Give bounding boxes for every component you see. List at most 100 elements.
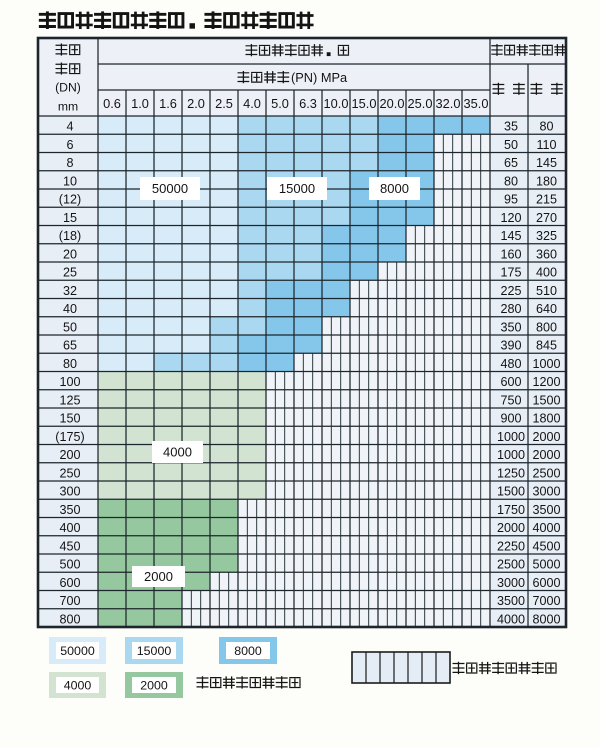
svg-text:175: 175 bbox=[500, 266, 521, 280]
svg-text:4.0: 4.0 bbox=[243, 96, 261, 111]
svg-text:7000: 7000 bbox=[532, 594, 560, 608]
svg-text:300: 300 bbox=[59, 485, 80, 499]
svg-text:50000: 50000 bbox=[152, 181, 188, 196]
svg-text:1200: 1200 bbox=[532, 375, 560, 389]
svg-text:32: 32 bbox=[63, 284, 77, 298]
svg-text:40: 40 bbox=[63, 302, 77, 316]
svg-text:200: 200 bbox=[59, 448, 80, 462]
svg-text:1000: 1000 bbox=[497, 448, 525, 462]
svg-text:1000: 1000 bbox=[532, 357, 560, 371]
svg-text:750: 750 bbox=[500, 393, 521, 407]
svg-text:180: 180 bbox=[536, 174, 557, 188]
svg-text:4: 4 bbox=[66, 120, 73, 134]
svg-text:800: 800 bbox=[59, 612, 80, 626]
svg-text:480: 480 bbox=[500, 357, 521, 371]
svg-text:2.5: 2.5 bbox=[215, 96, 233, 111]
svg-text:50: 50 bbox=[504, 138, 518, 152]
svg-text:3500: 3500 bbox=[497, 594, 525, 608]
svg-text:(175): (175) bbox=[55, 430, 84, 444]
svg-text:100: 100 bbox=[59, 375, 80, 389]
svg-text:5000: 5000 bbox=[532, 558, 560, 572]
svg-text:325: 325 bbox=[536, 229, 557, 243]
svg-text:2000: 2000 bbox=[144, 569, 173, 584]
svg-text:2500: 2500 bbox=[532, 466, 560, 480]
svg-text:270: 270 bbox=[536, 211, 557, 225]
svg-text:2000: 2000 bbox=[497, 521, 525, 535]
svg-text:350: 350 bbox=[500, 320, 521, 334]
svg-text:10: 10 bbox=[63, 174, 77, 188]
svg-text:3000: 3000 bbox=[532, 485, 560, 499]
svg-text:2000: 2000 bbox=[532, 448, 560, 462]
svg-text:215: 215 bbox=[536, 193, 557, 207]
svg-text:800: 800 bbox=[536, 320, 557, 334]
svg-text:8000: 8000 bbox=[380, 181, 409, 196]
svg-text:600: 600 bbox=[59, 576, 80, 590]
svg-text:(18): (18) bbox=[59, 229, 81, 243]
svg-text:600: 600 bbox=[500, 375, 521, 389]
svg-text:65: 65 bbox=[63, 339, 77, 353]
svg-text:15000: 15000 bbox=[279, 181, 315, 196]
svg-text:20: 20 bbox=[63, 247, 77, 261]
svg-text:390: 390 bbox=[500, 339, 521, 353]
svg-text:10.0: 10.0 bbox=[324, 96, 349, 111]
svg-text:350: 350 bbox=[59, 503, 80, 517]
svg-text:8: 8 bbox=[66, 156, 73, 170]
svg-text:15: 15 bbox=[63, 211, 77, 225]
svg-text:3500: 3500 bbox=[532, 503, 560, 517]
svg-text:25: 25 bbox=[63, 266, 77, 280]
svg-text:8000: 8000 bbox=[234, 644, 262, 658]
svg-text:4000: 4000 bbox=[497, 612, 525, 626]
svg-text:900: 900 bbox=[500, 412, 521, 426]
svg-text:80: 80 bbox=[63, 357, 77, 371]
svg-text:1.6: 1.6 bbox=[159, 96, 177, 111]
svg-text:95: 95 bbox=[504, 193, 518, 207]
svg-text:65: 65 bbox=[504, 156, 518, 170]
svg-text:32.0: 32.0 bbox=[436, 96, 461, 111]
svg-text:160: 160 bbox=[500, 247, 521, 261]
svg-text:(12): (12) bbox=[59, 193, 81, 207]
svg-text:640: 640 bbox=[536, 302, 557, 316]
svg-text:845: 845 bbox=[536, 339, 557, 353]
svg-text:6: 6 bbox=[66, 138, 73, 152]
svg-text:150: 150 bbox=[59, 412, 80, 426]
svg-text:1500: 1500 bbox=[532, 393, 560, 407]
svg-text:1800: 1800 bbox=[532, 412, 560, 426]
svg-text:4000: 4000 bbox=[163, 445, 192, 460]
svg-text:15.0: 15.0 bbox=[352, 96, 377, 111]
svg-text:500: 500 bbox=[59, 558, 80, 572]
svg-text:3000: 3000 bbox=[497, 576, 525, 590]
svg-text:50000: 50000 bbox=[60, 644, 95, 658]
svg-text:(PN) MPa: (PN) MPa bbox=[291, 70, 348, 85]
svg-text:2500: 2500 bbox=[497, 558, 525, 572]
svg-text:510: 510 bbox=[536, 284, 557, 298]
svg-text:110: 110 bbox=[536, 138, 556, 152]
svg-text:700: 700 bbox=[59, 594, 80, 608]
svg-text:6.3: 6.3 bbox=[299, 96, 317, 111]
svg-text:2000: 2000 bbox=[532, 430, 560, 444]
svg-text:8000: 8000 bbox=[532, 612, 560, 626]
svg-text:250: 250 bbox=[59, 466, 80, 480]
svg-text:125: 125 bbox=[59, 393, 80, 407]
svg-text:80: 80 bbox=[539, 120, 553, 134]
svg-text:1250: 1250 bbox=[497, 466, 525, 480]
svg-text:1500: 1500 bbox=[497, 485, 525, 499]
svg-text:2250: 2250 bbox=[497, 539, 525, 553]
svg-text:5.0: 5.0 bbox=[271, 96, 289, 111]
svg-text:50: 50 bbox=[63, 320, 77, 334]
svg-text:6000: 6000 bbox=[532, 576, 560, 590]
svg-text:400: 400 bbox=[536, 266, 557, 280]
svg-text:(DN): (DN) bbox=[55, 81, 81, 95]
svg-text:1750: 1750 bbox=[497, 503, 525, 517]
svg-text:450: 450 bbox=[59, 539, 80, 553]
svg-text:280: 280 bbox=[500, 302, 521, 316]
svg-text:15000: 15000 bbox=[137, 644, 172, 658]
svg-text:4500: 4500 bbox=[532, 539, 560, 553]
svg-text:145: 145 bbox=[500, 229, 521, 243]
svg-text:25.0: 25.0 bbox=[408, 96, 433, 111]
svg-text:mm: mm bbox=[58, 100, 78, 114]
svg-text:120: 120 bbox=[500, 211, 521, 225]
svg-text:225: 225 bbox=[500, 284, 521, 298]
svg-text:400: 400 bbox=[59, 521, 80, 535]
svg-text:145: 145 bbox=[536, 156, 557, 170]
svg-text:35: 35 bbox=[504, 120, 518, 134]
